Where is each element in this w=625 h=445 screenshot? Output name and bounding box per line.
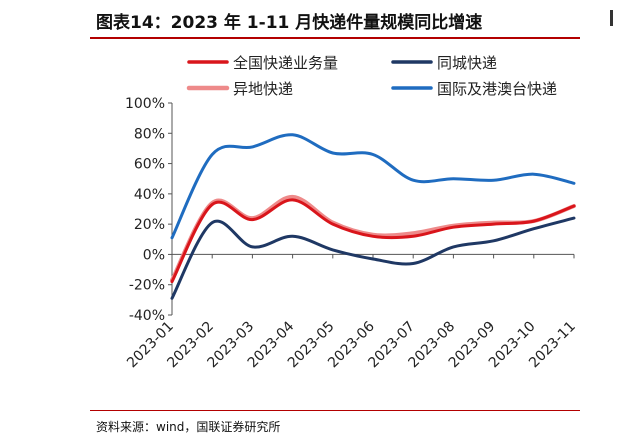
footer-divider — [90, 410, 580, 411]
y-tick-label: -20% — [129, 278, 165, 294]
y-tick-label: 100% — [125, 96, 165, 112]
y-tick-label: 80% — [134, 126, 165, 142]
series-group — [170, 133, 576, 300]
y-tick-label: 40% — [134, 187, 165, 203]
y-tick-label: -40% — [129, 308, 165, 324]
y-tick-label: 60% — [134, 157, 165, 173]
legend-label: 全国快递业务量 — [233, 54, 338, 72]
series-line — [170, 133, 576, 240]
chart-title: 图表14：2023 年 1-11 月快递件量规模同比增速 — [96, 13, 483, 33]
legend-label: 异地快递 — [233, 80, 293, 98]
series-line — [170, 198, 576, 284]
y-tick-label: 20% — [134, 217, 165, 233]
legend-label: 国际及港澳台快递 — [437, 80, 557, 98]
next-figure-edge — [610, 10, 613, 26]
y-tick-label: 0% — [143, 247, 165, 263]
series-line — [170, 216, 576, 300]
title-divider — [90, 37, 580, 39]
legend-label: 同城快递 — [437, 54, 497, 72]
source-note: 资料来源：wind，国联证券研究所 — [96, 420, 281, 434]
